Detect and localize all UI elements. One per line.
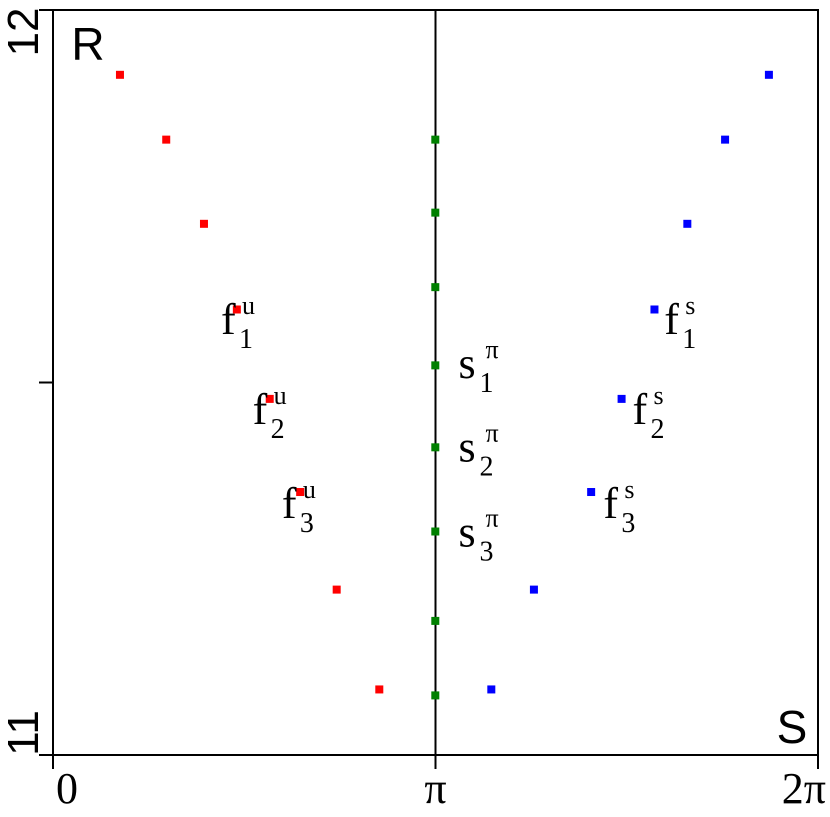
point-annotation: f 3 u [282, 475, 316, 539]
annotation-superscript: s [624, 475, 634, 504]
x-tick-label: 0 [56, 764, 78, 813]
annotation-superscript: u [303, 475, 316, 504]
annotation-superscript: π [485, 503, 498, 532]
data-point [487, 685, 496, 694]
point-annotation: f 1 u [221, 291, 255, 355]
annotation-subscript: 2 [479, 451, 493, 482]
data-point [115, 70, 124, 79]
x-axis-label: S [777, 701, 808, 753]
point-annotation: s 1 π [458, 335, 498, 399]
data-point [375, 685, 384, 694]
annotation-subscript: 2 [651, 414, 665, 445]
data-point [431, 616, 440, 625]
data-point [431, 208, 440, 217]
point-annotation: f 2 s [633, 381, 665, 445]
data-point [431, 283, 440, 292]
x-tick-label: 2π [782, 764, 826, 813]
annotation-base: s [458, 507, 475, 556]
data-point [431, 361, 440, 370]
annotation-base: f [603, 479, 618, 528]
data-point [431, 527, 440, 536]
data-point [431, 443, 440, 452]
point-annotation: f 2 u [253, 381, 287, 445]
annotation-subscript: 3 [621, 508, 635, 539]
annotation-superscript: s [654, 381, 664, 410]
data-point [617, 394, 626, 403]
y-tick-label: 12 [0, 8, 48, 57]
annotation-subscript: 1 [239, 324, 253, 355]
annotation-base: f [282, 479, 297, 528]
annotation-base: f [664, 295, 679, 344]
annotation-subscript: 1 [682, 324, 696, 355]
annotation-superscript: s [685, 291, 695, 320]
y-axis-label: R [71, 18, 104, 70]
annotation-subscript: 1 [479, 368, 493, 399]
point-annotation: f 3 s [603, 475, 635, 539]
data-point [162, 135, 171, 144]
point-annotation: s 2 π [458, 418, 498, 482]
data-point [683, 219, 692, 228]
data-point [529, 585, 538, 594]
annotation-base: f [253, 385, 268, 434]
annotation-subscript: 3 [300, 508, 314, 539]
annotation-base: f [633, 385, 648, 434]
data-point [232, 305, 241, 314]
data-point [332, 585, 341, 594]
point-annotation: f 1 s [664, 291, 696, 355]
annotation-subscript: 3 [479, 536, 493, 567]
annotation-base: s [458, 339, 475, 388]
data-point [721, 135, 730, 144]
annotation-superscript: π [485, 335, 498, 364]
data-point [587, 488, 596, 497]
annotation-subscript: 2 [271, 414, 285, 445]
data-point [431, 691, 440, 700]
annotation-base: s [458, 422, 475, 471]
data-point [199, 219, 208, 228]
data-point [650, 305, 659, 314]
x-tick-label: π [424, 764, 446, 813]
data-point [265, 394, 274, 403]
annotation-superscript: u [242, 291, 255, 320]
y-tick-label: 11 [0, 710, 48, 756]
annotation-base: f [221, 295, 236, 344]
point-annotation: s 3 π [458, 503, 498, 567]
data-point [296, 488, 305, 497]
data-point [431, 135, 440, 144]
data-point [764, 70, 773, 79]
annotation-superscript: π [485, 418, 498, 447]
annotation-superscript: u [274, 381, 287, 410]
